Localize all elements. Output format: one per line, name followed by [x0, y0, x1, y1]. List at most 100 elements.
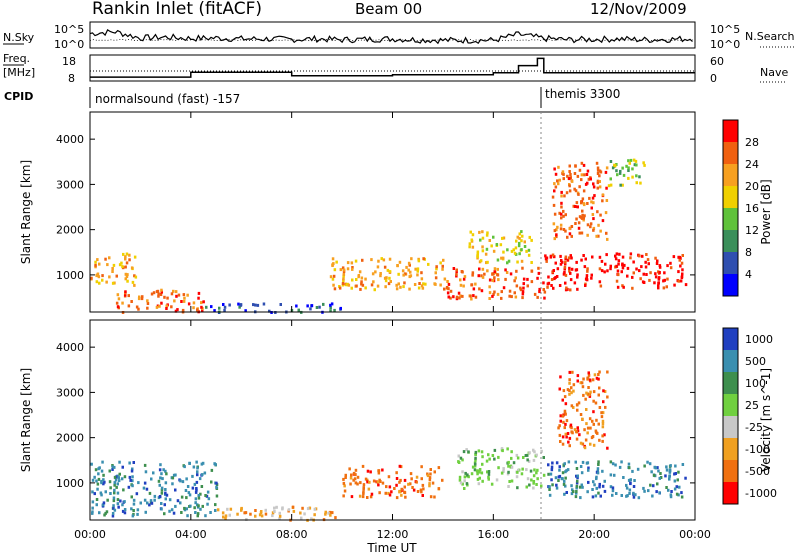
range-cell [183, 506, 186, 510]
range-cell [467, 450, 470, 454]
range-cell [609, 460, 613, 464]
range-cell [465, 448, 468, 452]
range-cell [526, 453, 529, 457]
range-cell [347, 283, 351, 287]
colorbar-swatch [723, 482, 738, 504]
range-cell [343, 489, 347, 493]
range-cell [459, 481, 463, 485]
range-cell [377, 259, 380, 263]
range-cell [598, 174, 601, 178]
range-cell [214, 463, 217, 467]
range-cell [150, 501, 154, 505]
range-cell [518, 236, 521, 240]
range-cell [116, 474, 119, 478]
range-cell [333, 308, 336, 312]
range-cell [536, 295, 539, 299]
range-cell [596, 181, 600, 185]
range-cell [596, 172, 600, 175]
range-cell [393, 487, 396, 490]
range-cell [593, 483, 596, 487]
range-cell [662, 286, 666, 290]
range-cell [369, 470, 372, 474]
range-cell [356, 475, 360, 479]
range-cell [543, 296, 546, 300]
range-cell [575, 217, 578, 221]
range-cell [493, 267, 497, 271]
range-cell [560, 201, 563, 205]
range-cell [249, 512, 252, 516]
range-cell [639, 277, 642, 281]
range-cell [102, 482, 105, 486]
range-cell [501, 236, 504, 240]
range-cell [397, 282, 400, 286]
range-cell [214, 503, 217, 507]
range-cell [551, 253, 555, 257]
range-cell [493, 448, 497, 452]
range-cell [563, 265, 567, 269]
range-cell [364, 277, 367, 281]
range-cell [196, 514, 199, 518]
range-cell [374, 270, 377, 274]
range-cell [376, 284, 380, 288]
range-cell [668, 470, 672, 474]
range-cell [102, 478, 105, 482]
range-cell [426, 474, 430, 478]
range-cell [278, 514, 282, 518]
range-cell [409, 472, 413, 476]
range-cell [581, 197, 585, 201]
range-cell [563, 272, 566, 276]
range-cell [627, 478, 631, 482]
range-cell [599, 284, 603, 288]
range-cell [657, 286, 660, 290]
range-cell [668, 468, 672, 472]
range-cell [185, 496, 188, 500]
range-cell [576, 479, 579, 483]
range-cell [611, 462, 615, 466]
range-cell [556, 267, 560, 271]
range-cell [637, 496, 641, 500]
range-cell [379, 480, 382, 483]
mhz-label: [MHz] [3, 66, 35, 79]
range-cell [403, 478, 407, 482]
range-cell [564, 422, 567, 426]
range-cell [607, 184, 611, 188]
colorbar-swatch [723, 394, 738, 416]
range-cell [557, 479, 560, 482]
range-cell [485, 261, 488, 265]
colorbar-swatch [723, 142, 738, 164]
range-cell [656, 482, 659, 486]
range-cell [125, 275, 129, 279]
range-cell [481, 249, 485, 253]
range-cell [421, 494, 424, 497]
range-cell [587, 466, 590, 470]
range-cell [466, 473, 469, 477]
range-cell [501, 256, 505, 260]
range-cell [564, 257, 567, 261]
range-cell [433, 495, 436, 499]
range-cell [158, 483, 161, 487]
range-cell [420, 277, 424, 281]
range-cell [652, 473, 656, 477]
range-cell [354, 481, 358, 485]
range-cell [615, 279, 619, 283]
colorbar-tick: 8 [745, 246, 752, 259]
range-cell [580, 161, 584, 165]
range-cell [552, 222, 556, 226]
range-cell [598, 185, 602, 189]
range-cell [583, 428, 586, 432]
range-cell [677, 470, 680, 474]
range-cell [115, 274, 118, 278]
range-cell [617, 259, 621, 263]
range-cell [592, 390, 596, 394]
range-cell [402, 273, 405, 277]
range-cell [504, 277, 507, 281]
range-cell [108, 480, 112, 484]
range-cell [670, 490, 673, 493]
range-cell [481, 236, 485, 240]
range-cell [500, 256, 503, 260]
range-cell [547, 472, 550, 476]
range-cell [505, 271, 509, 274]
range-cell [292, 509, 296, 513]
noise-ytick-bottom-right: 10^0 [710, 38, 740, 51]
